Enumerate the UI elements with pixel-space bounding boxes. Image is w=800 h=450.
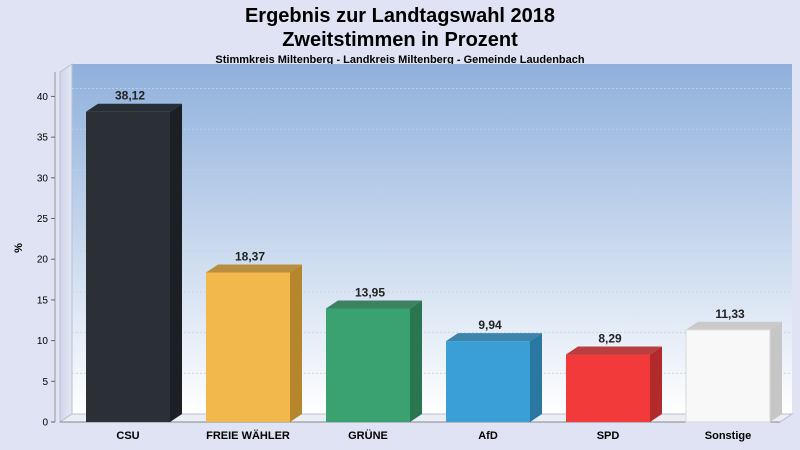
data-label: 18,37 — [235, 249, 265, 263]
data-label: 13,95 — [355, 285, 385, 299]
x-tick-label: Sonstige — [705, 430, 751, 442]
data-label: 38,12 — [115, 89, 145, 103]
chart-subtitle: Stimmkreis Miltenberg - Landkreis Milten… — [215, 54, 585, 66]
x-tick-label: CSU — [116, 430, 139, 442]
bar-side-csu — [170, 103, 182, 422]
bar-csu — [86, 111, 170, 422]
bar-side-freie-w-hler — [290, 264, 302, 422]
bar-spd — [566, 354, 650, 422]
plot-background — [72, 64, 792, 414]
data-label: 8,29 — [598, 332, 622, 346]
bar-top-gr-ne — [326, 300, 422, 309]
bar-gr-ne — [326, 308, 410, 422]
x-tick-label: SPD — [597, 430, 620, 442]
y-tick-label: 30 — [37, 173, 49, 184]
x-tick-label: GRÜNE — [348, 429, 388, 442]
y-tick-label: 25 — [37, 214, 49, 225]
bar-top-sonstige — [686, 321, 782, 330]
bar-top-afd — [446, 333, 542, 342]
bar-side-spd — [650, 346, 662, 422]
y-axis-label: % — [13, 243, 25, 253]
chart-title-line2: Zweitstimmen in Prozent — [282, 29, 518, 51]
x-tick-label: FREIE WÄHLER — [206, 429, 290, 442]
y-tick-label: 5 — [42, 377, 48, 388]
bar-side-sonstige — [770, 321, 782, 422]
bar-top-spd — [566, 346, 662, 355]
bar-top-csu — [86, 103, 182, 112]
x-tick-label: AfD — [478, 430, 498, 442]
y-tick-label: 10 — [37, 336, 49, 347]
y-tick-label: 0 — [42, 418, 48, 429]
data-label: 11,33 — [715, 307, 745, 321]
chart-title: Ergebnis zur Landtagswahl 2018 — [244, 5, 556, 27]
bar-top-freie-w-hler — [206, 264, 302, 273]
data-label: 9,94 — [478, 318, 502, 332]
bar-sonstige — [685, 329, 771, 423]
bar-afd — [446, 341, 530, 422]
plot-left-wall — [59, 63, 73, 423]
y-tick-label: 40 — [37, 92, 49, 103]
y-tick-label: 35 — [37, 133, 49, 144]
bar-freie-w-hler — [206, 272, 290, 422]
y-tick-label: 15 — [37, 295, 49, 306]
bar-side-gr-ne — [410, 300, 422, 422]
y-tick-label: 20 — [37, 255, 49, 266]
bar-side-afd — [530, 333, 542, 422]
